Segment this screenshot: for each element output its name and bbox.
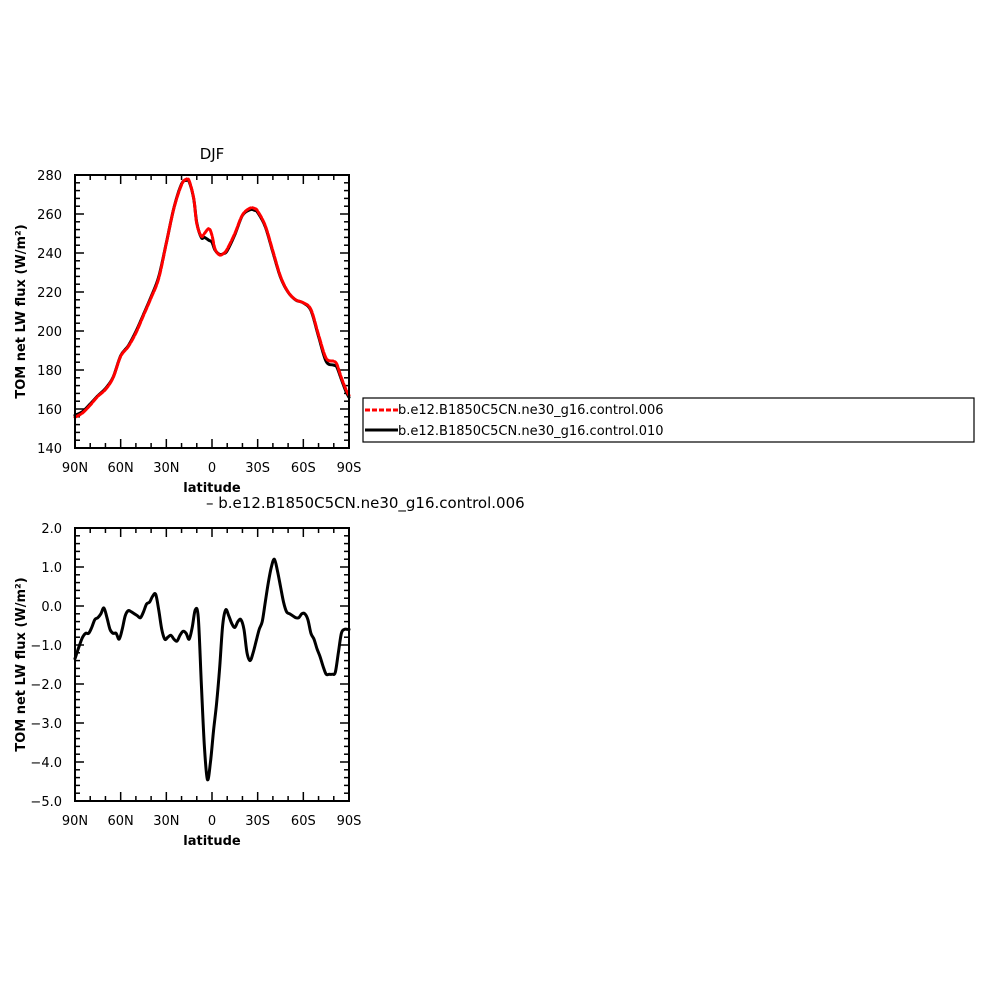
top-y-tick-label: 200	[37, 325, 62, 340]
bot-y-tick-label: −3.0	[30, 717, 62, 732]
top-axis-ticks: 90N 60N 30N 0 30S 60S 90S 140 160 180 200 220 240 260…	[37, 169, 361, 476]
top-panel: DJF TOM net LW flux (W/m²) latitude 90N 6…	[14, 145, 361, 496]
top-y-tick-label: 180	[37, 364, 62, 379]
bot-y-tick-label: 0.0	[41, 600, 62, 615]
bot-x-tick-label: 30N	[153, 814, 179, 829]
bottom-axis-ticks: 90N 60N 30N 0 30S 60S 90S −5.0 −4.0 −3.0 −2.0 −1.0 0…	[30, 522, 361, 829]
top-y-tick-label: 140	[37, 442, 62, 457]
top-x-tick-label: 60S	[291, 461, 316, 476]
top-series-lines	[73, 177, 351, 419]
bot-y-tick-label: 1.0	[41, 561, 62, 576]
bot-y-tick-label: −5.0	[30, 795, 62, 810]
bottom-chart-title: – b.e12.B1850C5CN.ne30_g16.control.006	[206, 494, 525, 513]
top-x-tick-label: 90N	[62, 461, 88, 476]
top-plot-frame	[74, 174, 350, 449]
top-y-tick-label: 220	[37, 286, 62, 301]
bot-x-tick-label: 90N	[62, 814, 88, 829]
legend: b.e12.B1850C5CN.ne30_g16.control.006 b.e…	[362, 397, 975, 443]
top-y-tick-label: 240	[37, 247, 62, 262]
bot-y-tick-label: −1.0	[30, 639, 62, 654]
bot-x-tick-label: 60N	[108, 814, 134, 829]
bot-series-line-control	[73, 557, 351, 782]
bot-y-tick-label: 2.0	[41, 522, 62, 537]
bot-y-tick-label: −2.0	[30, 678, 62, 693]
top-x-tick-label: 30N	[153, 461, 179, 476]
top-x-tick-label: 0	[208, 461, 216, 476]
top-y-tick-label: 280	[37, 169, 62, 184]
bottom-y-axis-label: TOM net LW flux (W/m²)	[14, 577, 29, 751]
top-y-tick-label: 260	[37, 208, 62, 223]
top-series-line-control	[73, 178, 351, 417]
bottom-panel: – b.e12.B1850C5CN.ne30_g16.control.006 T…	[14, 494, 525, 849]
top-x-tick-label: 90S	[337, 461, 362, 476]
bottom-x-axis-label: latitude	[183, 834, 241, 849]
bot-y-tick-label: −4.0	[30, 756, 62, 771]
top-x-tick-label: 60N	[108, 461, 134, 476]
legend-label-ctrl: b.e12.B1850C5CN.ne30_g16.control.010	[398, 424, 664, 439]
top-y-tick-label: 160	[37, 403, 62, 418]
top-x-tick-label: 30S	[245, 461, 270, 476]
bottom-plot-frame	[74, 527, 350, 802]
top-x-axis-label: latitude	[183, 481, 241, 496]
top-series-line-test	[73, 177, 351, 419]
bot-x-tick-label: 60S	[291, 814, 316, 829]
legend-label-test: b.e12.B1850C5CN.ne30_g16.control.006	[398, 403, 664, 418]
bot-x-tick-label: 0	[208, 814, 216, 829]
top-y-axis-label: TOM net LW flux (W/m²)	[14, 224, 29, 398]
bottom-series-lines	[73, 557, 351, 782]
legend-box	[362, 397, 975, 443]
bot-x-tick-label: 30S	[245, 814, 270, 829]
top-chart-title: DJF	[200, 145, 225, 163]
bot-x-tick-label: 90S	[337, 814, 362, 829]
